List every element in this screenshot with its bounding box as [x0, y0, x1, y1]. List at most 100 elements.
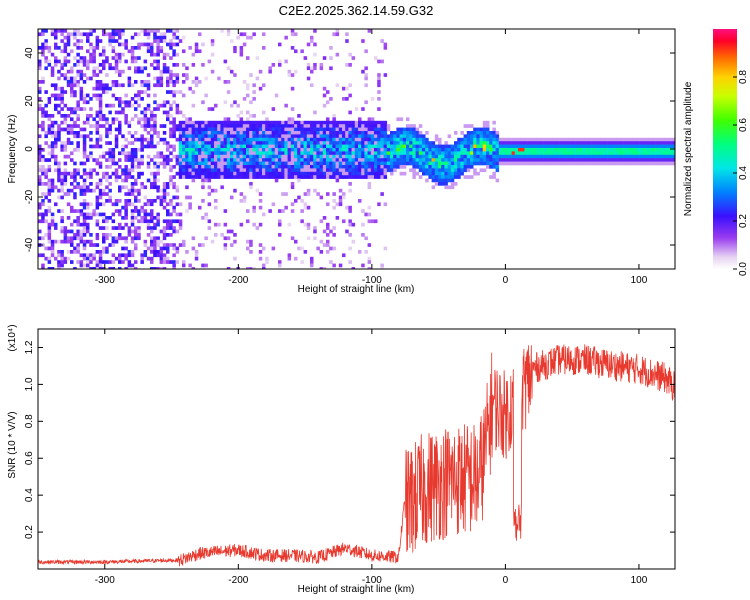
heat-cell	[140, 42, 144, 47]
heat-cell	[162, 63, 167, 67]
heat-cell	[191, 148, 196, 152]
heat-cell	[479, 144, 484, 149]
heat-cell	[319, 219, 324, 224]
heat-cell	[390, 165, 394, 169]
heat-cell	[159, 35, 164, 40]
heat-cell	[159, 195, 164, 200]
heat-cell	[156, 103, 160, 108]
heat-cell	[233, 137, 237, 142]
heat-cell	[102, 246, 106, 251]
heat-cell	[310, 137, 314, 142]
heat-cell	[383, 171, 388, 176]
heat-cell	[63, 141, 68, 145]
heat-cell	[194, 137, 199, 142]
heat-cell	[345, 229, 349, 234]
heat-cell	[482, 127, 487, 132]
heat-cell	[393, 158, 397, 162]
heat-cell	[188, 144, 192, 149]
heat-cell	[351, 134, 356, 139]
heat-cell	[188, 202, 192, 207]
heat-cell	[303, 250, 308, 254]
heat-cell	[239, 199, 244, 203]
heat-cell	[479, 161, 484, 166]
heat-cell	[153, 253, 157, 258]
heat-cell	[258, 161, 263, 166]
heat-cell	[140, 69, 144, 74]
heat-cell	[63, 229, 68, 234]
heat-cell	[118, 226, 122, 230]
heat-cell	[406, 124, 410, 128]
heat-cell	[297, 141, 301, 145]
heat-cell	[326, 117, 330, 122]
heat-cell	[150, 49, 154, 54]
heat-cell	[82, 182, 87, 186]
heat-cell	[383, 161, 388, 166]
heat-cell	[130, 263, 135, 268]
heat-cell	[47, 267, 52, 269]
heat-cell	[188, 148, 192, 152]
heat-cell	[310, 131, 314, 135]
heat-cell	[454, 151, 458, 156]
heat-cell	[367, 212, 372, 217]
heat-cell	[588, 161, 592, 166]
heat-cell	[178, 222, 183, 227]
heat-cell	[335, 175, 340, 179]
heat-cell	[127, 171, 132, 176]
heat-cell	[63, 182, 68, 186]
heat-cell	[198, 49, 202, 54]
heat-cell	[319, 250, 324, 254]
heat-cell	[284, 168, 288, 173]
heat-cell	[188, 131, 192, 135]
heat-cell	[649, 154, 653, 159]
heat-cell	[303, 134, 308, 139]
heat-cell	[76, 114, 80, 118]
heat-cell	[658, 144, 663, 149]
heat-cell	[374, 175, 378, 179]
heat-cell	[70, 66, 74, 71]
heat-cell	[537, 154, 541, 159]
heat-cell	[207, 192, 212, 196]
heat-cell	[89, 171, 93, 176]
heat-cell	[124, 222, 128, 227]
heat-cell	[246, 35, 250, 40]
heat-cell	[354, 148, 359, 152]
heat-cell	[646, 158, 650, 162]
heat-cell	[118, 165, 122, 169]
heat-cell	[364, 168, 368, 173]
heat-cell	[159, 151, 164, 156]
heat-cell	[143, 212, 148, 217]
heat-cell	[201, 158, 205, 162]
heat-cell	[383, 144, 388, 149]
heat-cell	[364, 120, 368, 125]
heat-cell	[140, 83, 144, 88]
heat-cell	[166, 161, 170, 166]
heat-cell	[332, 134, 336, 139]
heat-cell	[79, 127, 84, 132]
heat-cell	[380, 151, 384, 156]
heat-cell	[233, 188, 237, 193]
heat-cell	[70, 158, 74, 162]
heat-cell	[249, 141, 253, 145]
heat-cell	[217, 165, 221, 169]
heat-cell	[281, 151, 285, 156]
heat-cell	[348, 171, 352, 176]
y-tick-label: -40	[24, 237, 35, 252]
heat-cell	[242, 148, 247, 152]
heat-cell	[134, 151, 138, 156]
heat-cell	[607, 161, 612, 166]
heat-cell	[162, 253, 167, 258]
heat-cell	[70, 209, 74, 213]
heat-cell	[290, 171, 295, 176]
heat-cell	[348, 205, 352, 210]
heat-cell	[607, 144, 612, 149]
heat-cell	[92, 209, 96, 213]
heat-cell	[585, 137, 589, 142]
heat-cell	[162, 100, 167, 105]
heat-cell	[191, 137, 196, 142]
heat-cell	[562, 158, 567, 162]
heat-cell	[214, 161, 218, 166]
heat-cell	[511, 148, 516, 152]
heat-cell	[396, 161, 400, 166]
heat-cell	[41, 263, 45, 268]
